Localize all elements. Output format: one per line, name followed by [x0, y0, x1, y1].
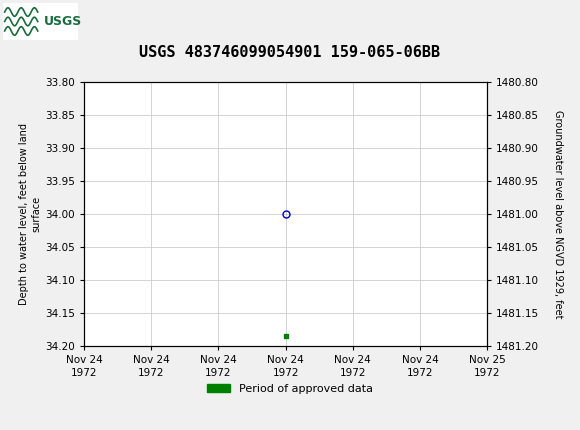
Text: USGS: USGS	[44, 15, 82, 28]
Legend: Period of approved data: Period of approved data	[208, 384, 372, 394]
Y-axis label: Groundwater level above NGVD 1929, feet: Groundwater level above NGVD 1929, feet	[553, 110, 563, 318]
Bar	[3, 3, 78, 40]
Text: USGS 483746099054901 159-065-06BB: USGS 483746099054901 159-065-06BB	[139, 45, 441, 60]
Y-axis label: Depth to water level, feet below land
surface: Depth to water level, feet below land su…	[20, 123, 41, 305]
